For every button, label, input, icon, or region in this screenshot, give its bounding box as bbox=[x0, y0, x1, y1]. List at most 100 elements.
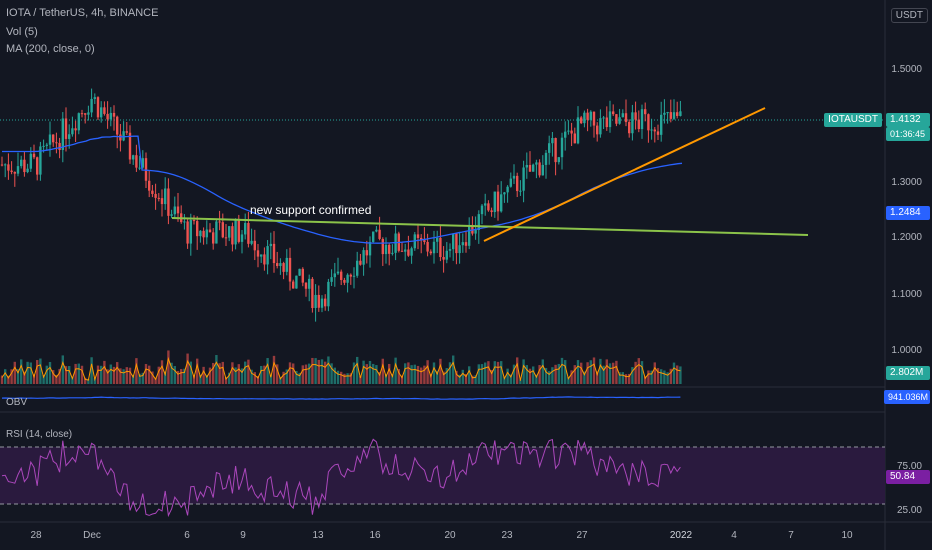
volume-bar bbox=[90, 357, 93, 384]
candle-body bbox=[231, 226, 234, 245]
candle-body bbox=[87, 112, 90, 115]
rsi-tick: 75.00 bbox=[896, 461, 922, 472]
volume-bar bbox=[64, 366, 68, 384]
support-trendline[interactable] bbox=[171, 217, 809, 236]
candle-body bbox=[128, 132, 132, 160]
support-annotation[interactable]: new support confirmed bbox=[250, 203, 372, 217]
candle-body bbox=[628, 122, 631, 134]
candle-body bbox=[39, 146, 42, 175]
volume-bar bbox=[336, 370, 340, 384]
volume-bar bbox=[384, 374, 388, 384]
candle-body bbox=[103, 107, 106, 114]
volume-bar bbox=[317, 359, 320, 384]
candle-body bbox=[84, 113, 87, 115]
volume-bar bbox=[237, 364, 240, 384]
volume-bar bbox=[77, 363, 80, 384]
volume-bar bbox=[477, 364, 480, 384]
volume-bar bbox=[455, 370, 458, 384]
candle-body bbox=[602, 117, 605, 119]
candle-body bbox=[442, 257, 445, 260]
candle-body bbox=[624, 113, 628, 123]
volume-bar bbox=[263, 365, 266, 384]
volume-bar bbox=[80, 365, 84, 384]
volume-bar bbox=[554, 364, 557, 384]
volume-bar bbox=[285, 369, 288, 384]
volume-bar bbox=[615, 360, 618, 384]
volume-bar bbox=[548, 371, 551, 384]
candle-body bbox=[448, 249, 452, 251]
candle-body bbox=[532, 164, 535, 172]
volume-bar bbox=[36, 360, 39, 384]
volume-bar bbox=[276, 364, 279, 384]
volume-bar bbox=[135, 358, 138, 384]
volume-bar bbox=[298, 372, 301, 384]
volume-bar bbox=[231, 362, 234, 384]
volume-bar bbox=[608, 363, 612, 384]
currency-unit-button[interactable]: USDT bbox=[890, 8, 928, 23]
price-tick: 1.3000 bbox=[891, 177, 922, 188]
candle-body bbox=[506, 186, 509, 193]
volume-bar bbox=[279, 377, 282, 384]
ascending-trendline[interactable] bbox=[483, 107, 766, 242]
candle-body bbox=[58, 142, 61, 150]
volume-bar bbox=[122, 369, 125, 384]
candle-body bbox=[544, 152, 548, 165]
volume-bar bbox=[480, 364, 484, 384]
candle-body bbox=[541, 164, 544, 176]
volume-bar bbox=[13, 361, 16, 384]
candle-body bbox=[320, 298, 324, 308]
candle-body bbox=[183, 221, 186, 223]
volume-bar bbox=[650, 370, 653, 384]
volume-bar bbox=[29, 362, 32, 384]
volume-bar bbox=[576, 360, 580, 384]
candle-body bbox=[240, 234, 244, 242]
candle-body bbox=[503, 192, 506, 195]
candle-body bbox=[218, 221, 221, 223]
candle-body bbox=[548, 143, 551, 153]
volume-bar bbox=[128, 367, 132, 384]
volume-bar bbox=[416, 365, 420, 384]
candle-body bbox=[160, 198, 164, 205]
candle-body bbox=[96, 97, 100, 118]
candle-body bbox=[26, 168, 29, 173]
rsi-value-badge: 50.84 bbox=[886, 470, 930, 484]
volume-bar bbox=[55, 374, 58, 384]
volume-bar bbox=[74, 363, 77, 384]
candle-body bbox=[122, 131, 125, 141]
candle-body bbox=[359, 260, 362, 265]
candle-body bbox=[100, 107, 103, 118]
volume-bar bbox=[180, 369, 183, 384]
candle-body bbox=[45, 144, 48, 146]
candle-body bbox=[372, 231, 375, 242]
volume-bar bbox=[324, 361, 327, 384]
candle-body bbox=[676, 112, 679, 116]
candle-body bbox=[500, 194, 503, 212]
candle-body bbox=[477, 214, 480, 231]
candle-body bbox=[298, 268, 301, 276]
candle-body bbox=[573, 133, 576, 144]
volume-bar bbox=[240, 368, 244, 384]
candle-body bbox=[135, 155, 138, 168]
volume-bar bbox=[119, 368, 122, 384]
volume-bar bbox=[0, 375, 4, 384]
volume-bar bbox=[624, 374, 628, 384]
candle-body bbox=[420, 237, 423, 241]
candle-body bbox=[605, 117, 608, 128]
candle-body bbox=[125, 131, 128, 133]
x-tick-27: 27 bbox=[576, 530, 588, 541]
volume-bar bbox=[48, 362, 52, 384]
symbol-title: IOTA / TetherUS, 4h, BINANCE bbox=[6, 7, 159, 19]
candle-body bbox=[400, 250, 404, 252]
volume-bar bbox=[71, 376, 74, 384]
volume-bar bbox=[84, 377, 87, 384]
candle-body bbox=[308, 278, 311, 289]
candle-body bbox=[23, 159, 26, 173]
volume-bar bbox=[628, 373, 631, 384]
candle-body bbox=[567, 130, 570, 132]
x-tick-13: 13 bbox=[312, 530, 324, 541]
volume-bar bbox=[362, 360, 365, 384]
volume-bar bbox=[429, 373, 432, 384]
candle-body bbox=[634, 112, 637, 120]
volume-bar bbox=[218, 363, 221, 384]
